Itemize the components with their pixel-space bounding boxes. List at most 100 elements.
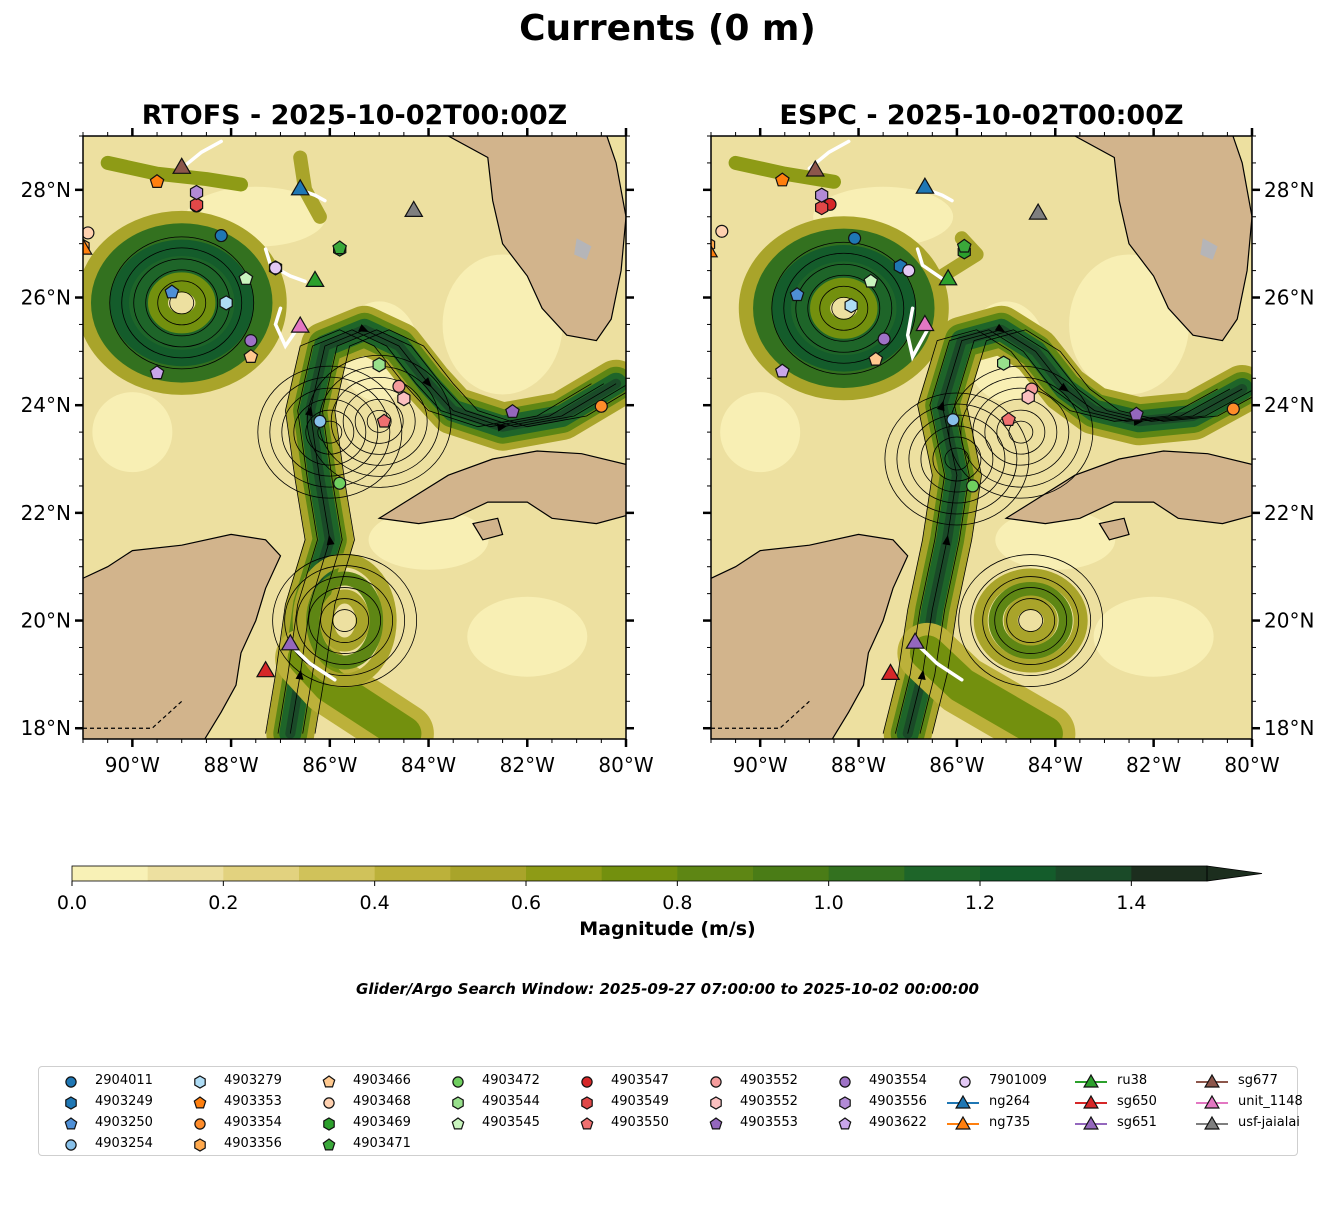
legend-swatch (710, 1096, 722, 1110)
legend-swatch (452, 1096, 464, 1110)
legend-marker (710, 1076, 722, 1088)
streamline (783, 252, 905, 364)
marker-ng264 (290, 178, 310, 196)
streamlines (109, 236, 626, 734)
streamline (284, 565, 406, 676)
streamline (306, 354, 452, 488)
marker-4903554 (877, 332, 891, 346)
border-line (711, 700, 810, 729)
streamline (931, 329, 1252, 734)
streamline (109, 236, 255, 370)
cuba-landmass (377, 450, 626, 525)
legend-marker (1204, 1073, 1220, 1088)
marker-4903250 (789, 287, 805, 302)
legend-swatch (580, 1117, 594, 1130)
legend-label: 4903354 (224, 1115, 282, 1130)
eddy-speed-ring (90, 223, 273, 383)
colorbar-segment (1131, 866, 1208, 881)
legend-label: sg650 (1117, 1094, 1157, 1109)
isla-juventud-landmass (472, 517, 504, 541)
legend-label: unit_1148 (1238, 1094, 1303, 1109)
legend-swatch (710, 1076, 722, 1088)
legend-label: 4903254 (95, 1136, 153, 1151)
streamline (157, 280, 207, 326)
legend-label: 4903552 (740, 1094, 798, 1109)
espc-map-panel: 90°W 88°W 86°W 84°W 82°W 80°W 18°N 20°N 22°N 24°N… (703, 128, 1314, 777)
legend-label: 4903547 (611, 1073, 669, 1088)
colorbar-tick-label: 0.2 (208, 892, 238, 914)
legend-marker (839, 1096, 851, 1110)
legend-label: 4903466 (353, 1073, 411, 1088)
legend-marker (581, 1096, 593, 1110)
y-tick-label: 18°N (21, 716, 71, 740)
marker-sg651 (280, 633, 301, 651)
marker-4903545 (238, 270, 254, 285)
florida-landmass (447, 136, 626, 342)
rtofs-map-panel: 90°W 88°W 86°W 84°W 82°W 80°W 18°N 20°N 22°N 24°N… (21, 128, 654, 777)
x-tick-label: 86°W (929, 753, 984, 777)
eddy-speed-ring (306, 571, 384, 670)
marker-2904011 (848, 231, 862, 245)
streamline-arrow (326, 534, 335, 546)
lake-okeechobee (1200, 238, 1218, 260)
x-tick-label: 90°W (105, 753, 160, 777)
marker-sg677 (172, 157, 192, 174)
legend-swatch (452, 1076, 464, 1088)
x-tick-label: 82°W (500, 753, 555, 777)
legend-marker (839, 1076, 851, 1088)
streamline (169, 291, 195, 315)
legend-marker (1083, 1073, 1099, 1088)
legend-swatch (1196, 1094, 1228, 1109)
legend-label: ng735 (989, 1115, 1031, 1130)
low-speed-patch (442, 254, 563, 395)
streamline (920, 425, 994, 493)
legend-label: sg651 (1117, 1115, 1157, 1130)
streamline (330, 376, 428, 466)
legend-marker (580, 1117, 594, 1130)
marker-sg650 (255, 660, 276, 678)
glider-track (179, 139, 223, 171)
colorbar-label: Magnitude (m/s) (579, 918, 756, 940)
marker-4903544 (996, 355, 1011, 371)
marker-4903549 (189, 197, 204, 213)
y-tick-label: 20°N (1264, 609, 1314, 633)
legend-swatch (194, 1075, 206, 1089)
marker-4903468 (83, 226, 95, 240)
marker-4903466 (868, 351, 884, 366)
legend-label: 4903249 (95, 1094, 153, 1109)
legend-marker (194, 1138, 206, 1152)
legend-label: ng264 (989, 1094, 1031, 1109)
low-speed-patch (92, 392, 173, 473)
marker-4903471 (332, 240, 348, 255)
streamline (970, 565, 1092, 676)
colorbar-segment (450, 866, 527, 881)
marker-unit_1148 (290, 315, 310, 333)
y-tick-label: 24°N (21, 393, 71, 417)
streamline-arrow (496, 423, 508, 432)
legend-swatch (65, 1139, 77, 1151)
marker-4903552 (392, 379, 406, 393)
glider-track (905, 306, 930, 362)
y-tick-label: 20°N (21, 609, 71, 633)
legend-marker (955, 1094, 971, 1109)
legend-marker (322, 1075, 336, 1088)
eddy-speed-ring (738, 216, 949, 401)
streamline (996, 409, 1046, 455)
marker-4903279 (219, 295, 233, 311)
current-speed-band (728, 155, 841, 189)
streamline (354, 398, 404, 444)
glider-track (915, 643, 964, 682)
legend-marker (323, 1097, 335, 1109)
marker-4903250 (164, 284, 180, 299)
isla-juventud-landmass (1098, 517, 1130, 541)
legend-swatch (839, 1096, 851, 1110)
marker-4903552 (397, 391, 411, 407)
legend-marker (452, 1096, 464, 1110)
streamline-arrow (358, 324, 369, 332)
streamline-arrow (422, 377, 432, 388)
streamline (895, 329, 1231, 734)
legend-swatch (65, 1076, 77, 1088)
legend-label: 4903468 (353, 1094, 411, 1109)
streamline (1018, 609, 1044, 632)
